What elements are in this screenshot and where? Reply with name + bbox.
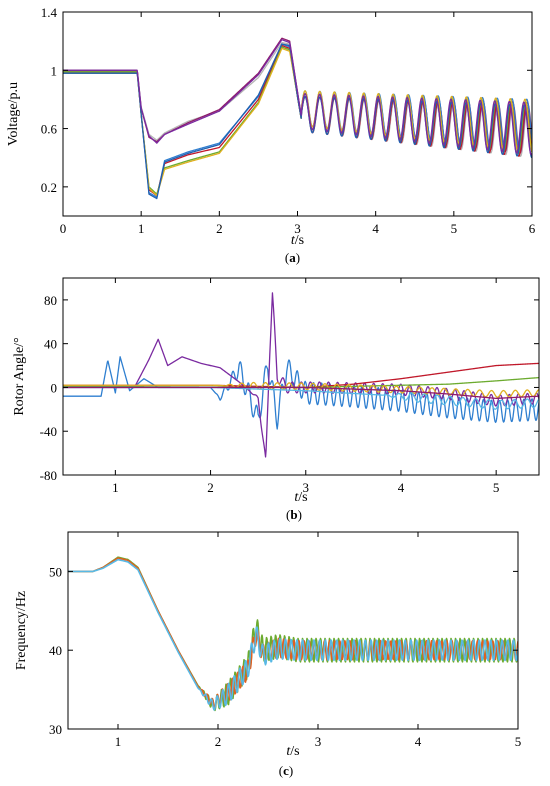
y-tick-label: 1.4 (41, 5, 58, 20)
x-tick-label: 1 (138, 221, 145, 236)
x-tick-label: 4 (372, 221, 379, 236)
panel-a-x-axis-symbol: t (291, 233, 296, 248)
x-tick-label: 1 (112, 480, 119, 495)
panel-b-label: (b) (286, 507, 302, 522)
panel-b-plot-frame (62, 277, 540, 476)
x-tick-label: 5 (451, 221, 458, 236)
y-tick-label: 0.6 (41, 122, 58, 137)
panel-c-plot-frame (67, 531, 519, 730)
series-line (68, 558, 518, 711)
series-line (63, 292, 539, 458)
x-tick-label: 3 (303, 480, 310, 495)
y-tick-label: 50 (49, 564, 62, 579)
series-line (63, 356, 539, 430)
panel-c-frequency: 1 2 3 4 5 30 40 50 Frequency/Hz t/s (c) (14, 531, 521, 778)
panel-a-plot-frame (62, 11, 533, 217)
panel-c-y-axis-label: Frequency/Hz (14, 591, 29, 670)
panel-a-x-axis-unit: /s (295, 233, 304, 248)
series-line (63, 362, 539, 389)
x-tick-label: 5 (493, 480, 500, 495)
panel-b-y-axis-label: Rotor Angle/° (12, 337, 27, 415)
y-tick-label: 1 (51, 63, 58, 78)
panel-b-x-axis-unit: /s (298, 490, 307, 505)
panel-b-x-axis-label: t/s (294, 490, 307, 505)
panel-c-ticks: 1 2 3 4 5 30 40 50 (49, 532, 521, 749)
x-tick-label: 2 (215, 734, 222, 749)
x-tick-label: 2 (207, 480, 214, 495)
panel-c-x-axis-symbol: t (286, 744, 291, 759)
panel-b-series (63, 292, 539, 458)
panel-b-ticks: 1 2 3 4 5 -80 -40 0 40 80 (40, 278, 539, 495)
panel-c-series (68, 556, 518, 712)
x-tick-label: 4 (398, 480, 405, 495)
x-tick-label: 3 (315, 734, 322, 749)
y-tick-label: 0.2 (41, 180, 57, 195)
panel-a-ticks: 0 1 2 3 4 5 6 0.2 0.6 1 1.4 (41, 5, 536, 236)
series-line (63, 381, 539, 398)
panel-b-x-axis-symbol: t (294, 490, 299, 505)
x-tick-label: 4 (415, 734, 422, 749)
x-tick-label: 3 (294, 221, 301, 236)
series-line (68, 557, 518, 709)
y-tick-label: 40 (49, 643, 62, 658)
series-line (63, 386, 539, 400)
y-tick-label: 80 (44, 293, 57, 308)
panel-a-series (63, 37, 532, 200)
x-tick-label: 2 (216, 221, 223, 236)
panel-c-x-axis-unit: /s (290, 744, 299, 759)
panel-c-label: (c) (279, 763, 293, 778)
x-tick-label: 1 (115, 734, 122, 749)
x-tick-label: 6 (529, 221, 536, 236)
panel-c-x-axis-label: t/s (286, 744, 299, 759)
y-tick-label: -80 (40, 468, 57, 483)
series-line (68, 556, 518, 712)
y-tick-label: 40 (44, 337, 57, 352)
y-tick-label: 30 (49, 722, 62, 737)
panel-a-label: (a) (285, 250, 300, 265)
panel-b-rotor-angle: 1 2 3 4 5 -80 -40 0 40 80 Rotor Angle/° t/s (b) (12, 277, 540, 522)
panel-a-x-axis-label: t/s (291, 233, 304, 248)
panel-a-y-axis-label: Voltage/p.u (6, 82, 21, 146)
series-line (63, 39, 532, 156)
x-tick-label: 5 (515, 734, 522, 749)
x-tick-label: 0 (60, 221, 67, 236)
y-tick-label: 0 (51, 380, 58, 395)
panel-a-voltage: 0 1 2 3 4 5 6 0.2 0.6 1 1.4 Voltage/p.u t/s (a) (6, 5, 536, 265)
y-tick-label: -40 (40, 424, 57, 439)
